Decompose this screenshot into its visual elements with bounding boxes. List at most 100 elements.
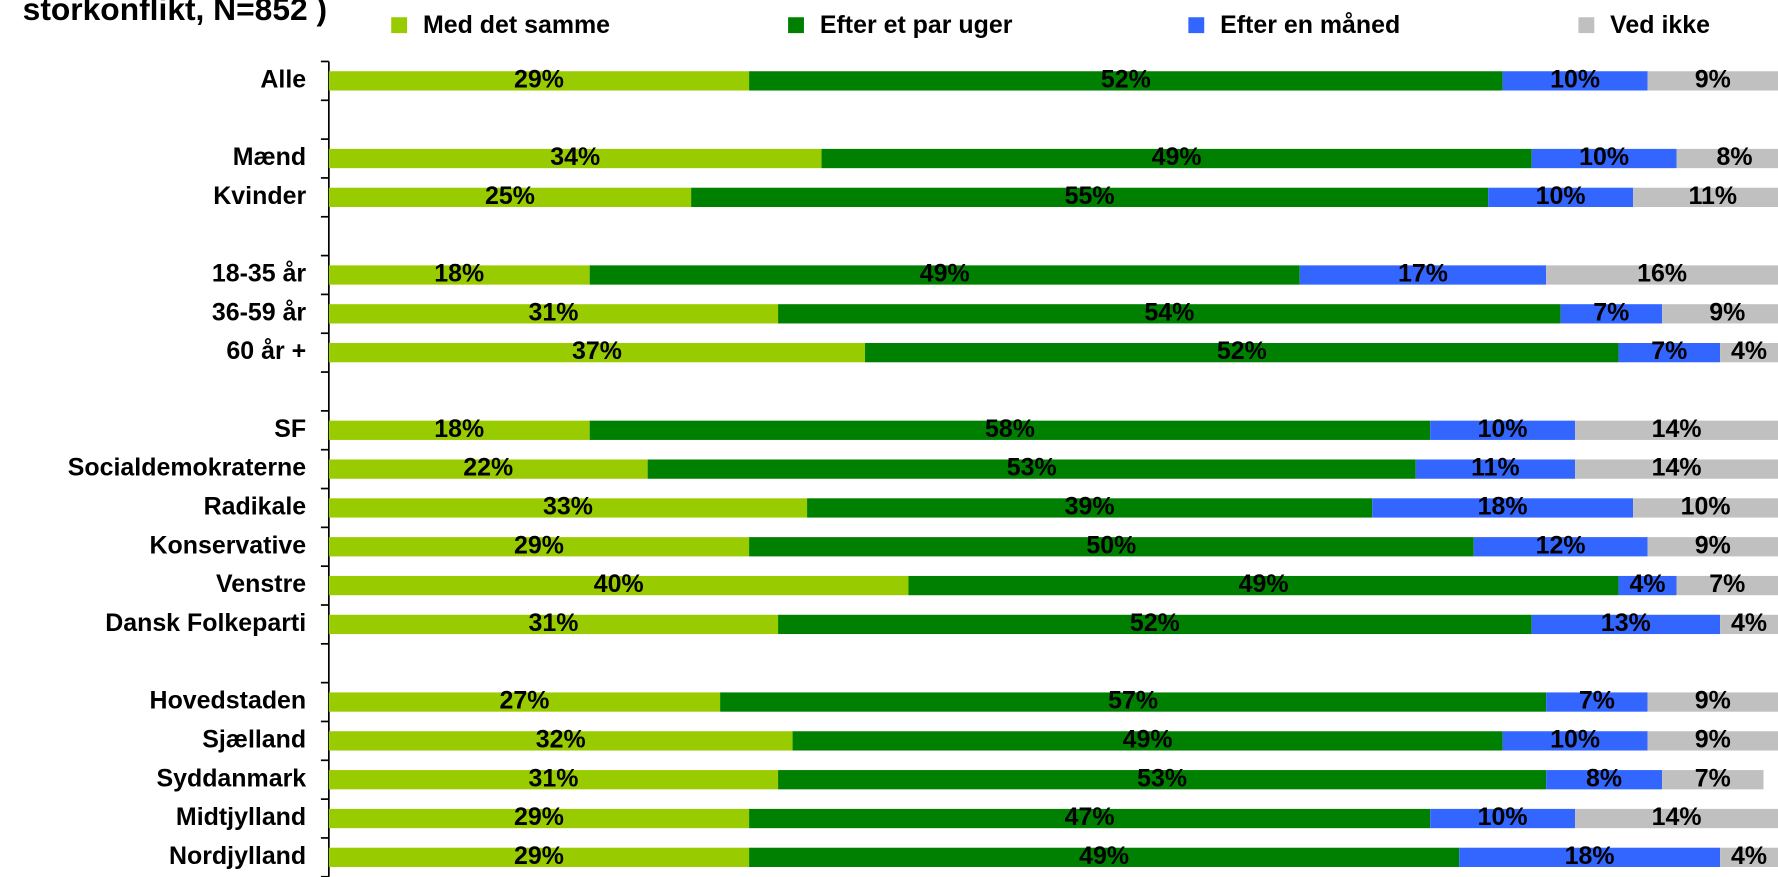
data-label: 10% <box>1536 182 1586 210</box>
bar-segment <box>1575 420 1778 440</box>
data-label: 55% <box>1065 182 1115 210</box>
bar-segment <box>1662 304 1778 324</box>
chart-title: storkonflikt, N=852 ) <box>23 0 327 27</box>
data-label: 17% <box>1398 260 1448 288</box>
data-label: 49% <box>1123 725 1173 753</box>
data-label: 31% <box>528 609 578 637</box>
y-tick-label: 36-59 år <box>212 298 307 326</box>
y-tick-label: Sjælland <box>202 725 306 753</box>
bar-segment <box>1502 71 1648 91</box>
bar-segment <box>807 498 1373 518</box>
data-label: 22% <box>463 454 513 482</box>
bar-segment <box>328 420 590 440</box>
legend-label: Med det samme <box>423 11 610 39</box>
data-label: 14% <box>1652 454 1702 482</box>
legend-label: Ved ikke <box>1610 11 1710 39</box>
bar-segment <box>1633 498 1778 518</box>
y-tick-label: Radikale <box>204 493 307 521</box>
data-label: 7% <box>1709 570 1745 598</box>
data-label: 10% <box>1478 415 1528 443</box>
data-label: 9% <box>1695 531 1731 559</box>
data-label: 7% <box>1651 337 1687 365</box>
y-tick-label: Dansk Folkeparti <box>105 609 306 637</box>
data-label: 7% <box>1695 764 1731 792</box>
bar-segment <box>1560 304 1663 324</box>
bar-segment <box>1720 614 1778 635</box>
bar-segment <box>328 614 779 635</box>
data-label: 8% <box>1586 764 1622 792</box>
bar-segment <box>1531 614 1721 635</box>
bar-segment <box>778 304 1561 324</box>
bar-segment <box>1720 847 1778 867</box>
legend-swatch <box>391 17 408 34</box>
data-label: 29% <box>514 803 564 831</box>
bar-segment <box>778 770 1547 790</box>
bar-segment <box>691 187 1489 207</box>
bar-segment <box>1647 692 1778 712</box>
data-label: 49% <box>920 260 970 288</box>
y-tick-label: Syddanmark <box>156 764 306 792</box>
data-label: 31% <box>528 298 578 326</box>
legend-label: Efter et par uger <box>820 11 1013 39</box>
y-tick-label: Konservative <box>150 531 307 559</box>
bar-segment <box>328 808 750 829</box>
bar-segment <box>328 148 822 169</box>
data-label: 13% <box>1601 609 1651 637</box>
y-tick-label: Kvinder <box>213 182 306 210</box>
bar-segment <box>821 148 1532 169</box>
bar-segment <box>1647 71 1778 91</box>
data-label: 18% <box>434 415 484 443</box>
y-tick-label: 60 år + <box>226 337 306 365</box>
bar-segment <box>778 614 1532 635</box>
data-label: 18% <box>434 260 484 288</box>
bar-segment <box>328 343 866 363</box>
data-label: 34% <box>550 143 600 171</box>
bar-segment <box>1662 770 1764 790</box>
data-label: 7% <box>1579 687 1615 715</box>
bar-segment <box>1633 187 1778 207</box>
data-label: 9% <box>1695 725 1731 753</box>
bar-segment <box>1546 692 1648 712</box>
bar-segment <box>328 575 909 596</box>
bar-segment <box>1720 343 1778 363</box>
bar-segment <box>1575 808 1778 829</box>
bar-segment <box>720 692 1547 712</box>
bar-segment <box>1430 420 1576 440</box>
bar-segment <box>328 770 779 790</box>
data-label: 52% <box>1130 609 1180 637</box>
data-label: 33% <box>543 493 593 521</box>
bar-segment <box>328 537 750 557</box>
bar-segment <box>1618 575 1677 596</box>
data-label: 49% <box>1079 842 1129 870</box>
y-tick-label: Venstre <box>216 570 306 598</box>
bar-segment <box>749 71 1503 91</box>
data-label: 58% <box>985 415 1035 443</box>
bar-segment <box>1676 575 1778 596</box>
data-label: 4% <box>1731 609 1767 637</box>
data-label: 29% <box>514 842 564 870</box>
bar-segment <box>328 692 721 712</box>
bar-segment <box>1676 148 1778 169</box>
data-label: 32% <box>536 725 586 753</box>
data-label: 16% <box>1637 260 1687 288</box>
legend-swatch <box>1188 17 1205 34</box>
data-label: 7% <box>1593 298 1629 326</box>
data-label: 25% <box>485 182 535 210</box>
y-tick-label: Alle <box>260 65 306 93</box>
y-tick-label: Hovedstaden <box>150 687 307 715</box>
data-label: 12% <box>1536 531 1586 559</box>
data-label: 10% <box>1579 143 1629 171</box>
y-tick-label: Socialdemokraterne <box>68 454 307 482</box>
bar-segment <box>647 459 1416 479</box>
bar-segment <box>328 498 808 518</box>
bar-segment <box>589 265 1300 285</box>
bar-segment <box>328 304 779 324</box>
data-label: 53% <box>1007 454 1057 482</box>
y-tick-label: Mænd <box>233 143 306 171</box>
data-label: 4% <box>1630 570 1666 598</box>
bar-segment <box>328 71 750 91</box>
bar-segment <box>1372 498 1634 518</box>
data-label: 29% <box>514 65 564 93</box>
legend-label: Efter en måned <box>1220 11 1400 39</box>
data-label: 27% <box>500 687 550 715</box>
